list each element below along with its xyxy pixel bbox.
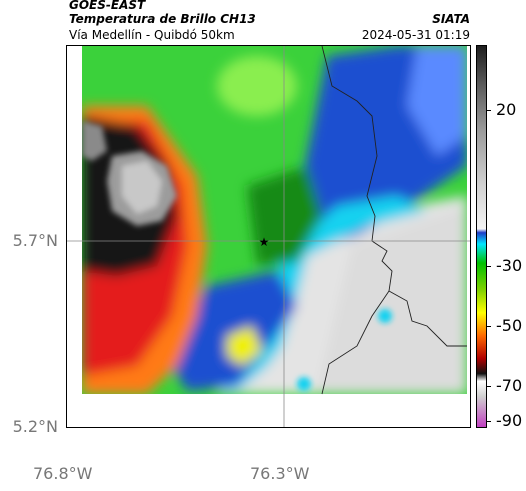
colorbar-label-minus30: -30 [496, 256, 523, 275]
satellite-map: ★ [66, 45, 471, 428]
right-margin [467, 46, 470, 427]
colorbar-tick [486, 266, 491, 267]
bottom-margin [67, 394, 470, 427]
colorbar-label-minus70: -70 [496, 376, 523, 395]
data-area [67, 46, 470, 427]
brightness-temperature-field: ★ [67, 46, 470, 427]
colorbar-tick [486, 110, 491, 111]
lon-tick-76.3: 76.3°W [250, 464, 310, 483]
timestamp: 2024-05-31 01:19 [361, 28, 470, 42]
colorbar-tick [486, 421, 491, 422]
colorbar-label-minus90: -90 [496, 411, 523, 430]
colorbar-label-20: 20 [496, 100, 517, 119]
location-marker-icon: ★ [259, 235, 270, 249]
lon-tick-76.8: 76.8°W [33, 464, 93, 483]
lat-tick-5.7: 5.7°N [12, 231, 58, 250]
colorbar-tick [486, 326, 491, 327]
department-boundary-south [321, 290, 390, 395]
colorbar-label-minus50: -50 [496, 316, 523, 335]
source-label: SIATA [432, 12, 470, 26]
colorbar-tick [486, 386, 491, 387]
colorbar [476, 45, 487, 428]
left-margin [67, 46, 82, 427]
department-boundary [321, 46, 467, 347]
satellite-name: GOES-EAST [69, 0, 146, 12]
product-title: Temperatura de Brillo CH13 [69, 12, 256, 26]
lat-tick-5.2: 5.2°N [12, 417, 58, 436]
region-subtitle: Vía Medellín - Quibdó 50km [69, 28, 235, 42]
